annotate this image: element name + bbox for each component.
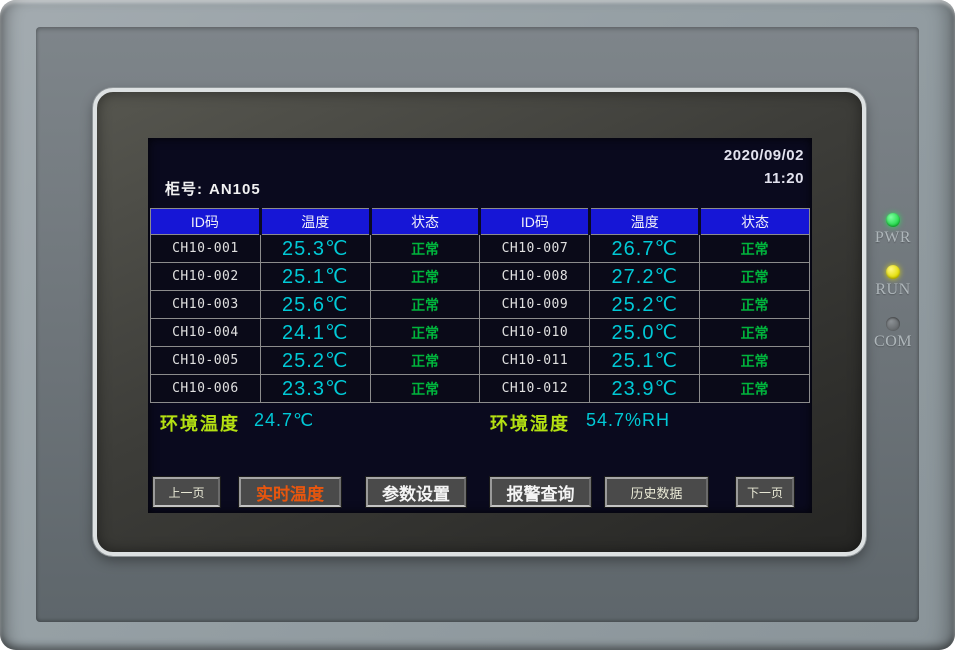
lcd-display: 2020/09/02 11:20 柜号: AN105 ID码 温度 状态 ID码 …	[148, 138, 812, 513]
channel-status: 正常	[369, 234, 481, 263]
cabinet-label: 柜号:	[165, 181, 203, 198]
cabinet-id: 柜号: AN105	[165, 178, 261, 199]
channel-status: 正常	[699, 374, 810, 403]
channel-id: CH10-012	[479, 374, 591, 403]
env-temp-label: 环境温度	[160, 414, 240, 434]
col-header-status-2: 状态	[698, 208, 810, 235]
channel-status: 正常	[369, 318, 481, 347]
channel-temp: 27.2℃	[589, 262, 701, 291]
channel-id: CH10-003	[150, 290, 261, 319]
date-text: 2020/09/02	[723, 147, 804, 164]
channel-temp: 25.1℃	[259, 262, 371, 291]
com-led-label: COM	[874, 333, 912, 350]
com-indicator: COM	[866, 317, 920, 351]
time-text: 11:20	[763, 170, 804, 187]
channel-id: CH10-011	[479, 346, 591, 375]
cabinet-value: AN105	[209, 181, 261, 198]
table-header-row: ID码 温度 状态 ID码 温度 状态	[150, 208, 810, 235]
com-led-icon	[886, 317, 900, 331]
history-data-button[interactable]: 历史数据	[605, 477, 708, 507]
channel-id: CH10-005	[150, 346, 261, 375]
datetime-display: 2020/09/02 11:20	[724, 144, 804, 190]
pwr-led-icon	[886, 213, 900, 227]
col-header-temp-2: 温度	[588, 208, 702, 235]
pwr-indicator: PWR	[866, 213, 920, 247]
channel-temp: 26.7℃	[589, 234, 701, 263]
channel-id: CH10-010	[479, 318, 591, 347]
table-row: CH10-003 25.6℃ 正常 CH10-009 25.2℃ 正常	[150, 290, 810, 319]
pwr-led-label: PWR	[874, 229, 912, 246]
channel-temp: 23.9℃	[589, 374, 701, 403]
channel-id: CH10-007	[479, 234, 591, 263]
channel-status: 正常	[699, 346, 810, 375]
channel-status: 正常	[369, 262, 481, 291]
col-header-id-1: ID码	[150, 208, 262, 235]
env-temp-value: 24.7℃	[254, 410, 315, 430]
channel-temp: 25.1℃	[589, 346, 701, 375]
channel-temp: 25.3℃	[259, 234, 371, 263]
table-row: CH10-006 23.3℃ 正常 CH10-012 23.9℃ 正常	[150, 374, 810, 403]
env-humidity-label: 环境湿度	[490, 414, 570, 434]
env-humidity-value: 54.7%RH	[586, 410, 671, 430]
channel-status: 正常	[699, 262, 810, 291]
channel-temp: 25.0℃	[589, 318, 701, 347]
channel-status: 正常	[369, 290, 481, 319]
channel-temp: 23.3℃	[259, 374, 371, 403]
channel-id: CH10-001	[150, 234, 261, 263]
channel-id: CH10-006	[150, 374, 261, 403]
prev-page-button[interactable]: 上一页	[153, 477, 220, 507]
alarm-query-button[interactable]: 报警查询	[490, 477, 591, 507]
channel-id: CH10-008	[479, 262, 591, 291]
col-header-id-2: ID码	[478, 208, 592, 235]
channel-temp: 25.2℃	[259, 346, 371, 375]
table-row: CH10-002 25.1℃ 正常 CH10-008 27.2℃ 正常	[150, 262, 810, 291]
channel-table: ID码 温度 状态 ID码 温度 状态 CH10-001 25.3℃ 正常 CH…	[150, 208, 810, 403]
run-indicator: RUN	[866, 265, 920, 299]
col-header-status-1: 状态	[368, 208, 482, 235]
table-row: CH10-005 25.2℃ 正常 CH10-011 25.1℃ 正常	[150, 346, 810, 375]
channel-temp: 25.2℃	[589, 290, 701, 319]
run-led-label: RUN	[875, 281, 911, 298]
channel-status: 正常	[699, 290, 810, 319]
channel-id: CH10-009	[479, 290, 591, 319]
channel-status: 正常	[369, 374, 481, 403]
param-settings-button[interactable]: 参数设置	[366, 477, 466, 507]
next-page-button[interactable]: 下一页	[736, 477, 794, 507]
run-led-icon	[886, 265, 900, 279]
table-row: CH10-004 24.1℃ 正常 CH10-010 25.0℃ 正常	[150, 318, 810, 347]
col-header-temp-1: 温度	[258, 208, 372, 235]
realtime-temp-button[interactable]: 实时温度	[239, 477, 341, 507]
table-row: CH10-001 25.3℃ 正常 CH10-007 26.7℃ 正常	[150, 234, 810, 263]
channel-status: 正常	[699, 234, 810, 263]
channel-temp: 24.1℃	[259, 318, 371, 347]
channel-id: CH10-002	[150, 262, 261, 291]
channel-temp: 25.6℃	[259, 290, 371, 319]
channel-id: CH10-004	[150, 318, 261, 347]
channel-status: 正常	[699, 318, 810, 347]
channel-status: 正常	[369, 346, 481, 375]
